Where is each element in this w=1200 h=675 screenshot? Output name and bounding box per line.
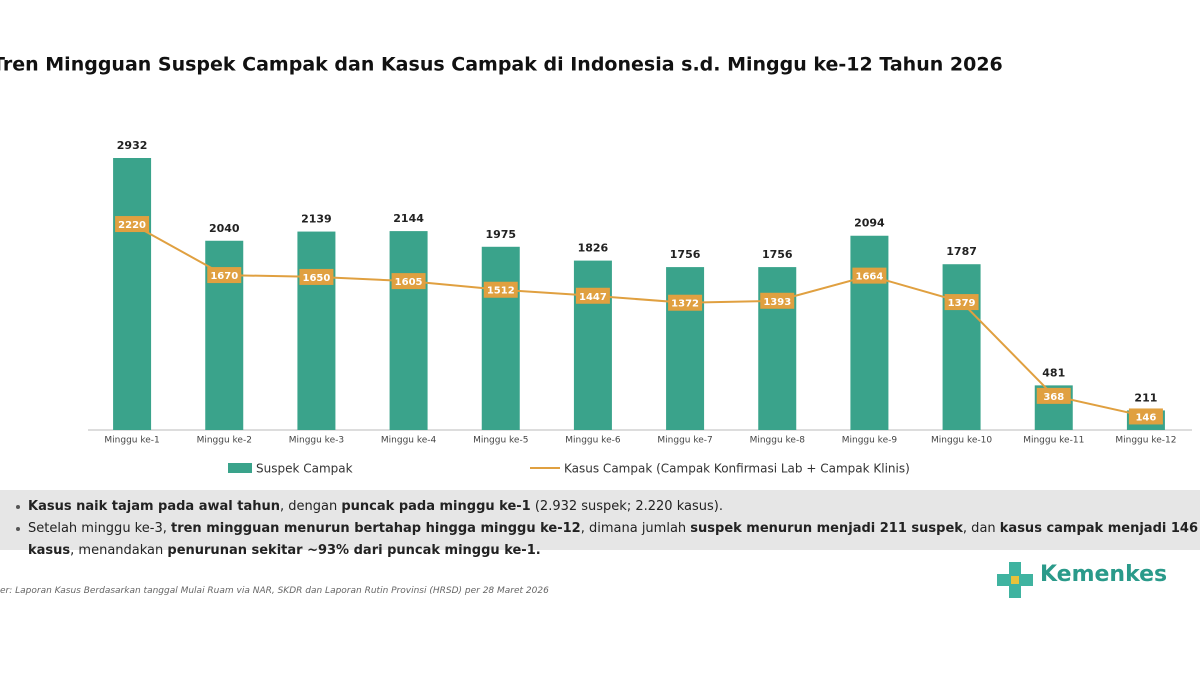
note: Setelah minggu ke-3, tren mingguan menur… [16, 518, 1200, 562]
chart-title: Tren Mingguan Suspek Campak dan Kasus Ca… [0, 54, 1003, 76]
note: Kasus naik tajam pada awal tahun, dengan… [16, 496, 1200, 518]
line-value-label: 1605 [395, 277, 423, 288]
bar-value-label: 1787 [946, 245, 977, 258]
bar [942, 264, 981, 430]
line-value-box [207, 267, 242, 284]
line-value-label: 1393 [763, 297, 791, 308]
bar-value-label: 2040 [209, 222, 240, 235]
line-value-label: 146 [1135, 412, 1156, 423]
line-value-box [1128, 408, 1163, 425]
line-value-box [668, 294, 703, 311]
line-value-box [299, 268, 334, 285]
note-text: , menandakan [70, 543, 168, 558]
bar-value-label: 1826 [578, 242, 609, 255]
line-value-box [483, 281, 518, 298]
x-tick-label: Minggu ke-7 [657, 436, 712, 446]
note-text: (2.932 suspek; 2.220 kasus). [530, 499, 723, 514]
x-tick-label: Minggu ke-10 [931, 436, 992, 446]
chart: Tren Mingguan Suspek Campak dan Kasus Ca… [0, 54, 1192, 476]
note-text: , dan [962, 521, 1000, 536]
x-tick-label: Minggu ke-8 [750, 436, 806, 446]
note-text: kasus campak menjadi 146 kasus [28, 521, 1198, 558]
bar-value-label: 1756 [670, 248, 701, 261]
bar-value-label: 1975 [485, 228, 516, 241]
bar [297, 231, 336, 430]
note-text: , dengan [280, 499, 342, 514]
x-tick-label: Minggu ke-9 [842, 436, 898, 446]
line-value-label: 1670 [210, 271, 238, 282]
bar-value-label: 2094 [854, 217, 885, 230]
bar [481, 246, 520, 430]
line [131, 223, 1147, 418]
line-value-label: 1447 [579, 292, 607, 303]
bar [666, 267, 705, 430]
logo-icon [997, 562, 1033, 598]
line-value-label: 1379 [948, 298, 976, 309]
line-value-box [760, 292, 795, 309]
bar [389, 231, 428, 430]
legend-label: Suspek Campak [256, 462, 353, 476]
note-text: penurunan sekitar ~93% dari puncak mingg… [167, 543, 541, 558]
legend-label: Kasus Campak (Campak Konfirmasi Lab + Ca… [564, 462, 910, 476]
line-value-label: 1664 [855, 272, 883, 283]
line-value-box [944, 294, 979, 311]
line-value-box [115, 216, 150, 233]
line-value-label: 1512 [487, 286, 515, 297]
note-text: suspek menurun menjadi 211 suspek [690, 521, 963, 536]
x-tick-label: Minggu ke-1 [104, 436, 159, 446]
bar [113, 158, 152, 430]
line-value-box [852, 267, 887, 284]
line-value-label: 368 [1043, 392, 1064, 403]
note-text: puncak pada minggu ke-1 [341, 499, 531, 514]
note-text: Setelah minggu ke-3, [28, 521, 171, 536]
note-text: Kasus naik tajam pada awal tahun [28, 499, 281, 514]
bar-value-label: 2932 [117, 139, 148, 152]
line-value-label: 1372 [671, 299, 699, 310]
line-value-label: 1650 [302, 273, 330, 284]
bar [850, 235, 889, 430]
bar-value-label: 2144 [393, 212, 424, 225]
bar [573, 260, 612, 430]
note-text: tren mingguan menurun bertahap hingga mi… [170, 521, 581, 536]
x-tick-label: Minggu ke-4 [381, 436, 437, 446]
logo: Kemenkes [1040, 562, 1168, 587]
note-text: , dimana jumlah [580, 521, 691, 536]
bar-value-label: 211 [1134, 391, 1157, 404]
bar-value-label: 2139 [301, 213, 332, 226]
line-value-box [575, 287, 610, 304]
bar-value-label: 1756 [762, 248, 793, 261]
x-tick-label: Minggu ke-11 [1023, 436, 1084, 446]
bar-value-label: 481 [1042, 366, 1065, 379]
x-tick-label: Minggu ke-2 [197, 436, 252, 446]
legend-swatch [228, 463, 252, 473]
x-tick-label: Minggu ke-5 [473, 436, 528, 446]
line-value-box [391, 273, 426, 290]
x-tick-label: Minggu ke-6 [565, 436, 621, 446]
notes: Kasus naik tajam pada awal tahun, dengan… [0, 490, 1200, 558]
line-value-label: 2220 [118, 220, 146, 231]
source: er: Laporan Kasus Berdasarkan tanggal Mu… [0, 586, 549, 596]
line-value-box [1036, 387, 1071, 404]
bar [758, 267, 797, 430]
x-tick-label: Minggu ke-12 [1115, 436, 1176, 446]
x-tick-label: Minggu ke-3 [289, 436, 344, 446]
